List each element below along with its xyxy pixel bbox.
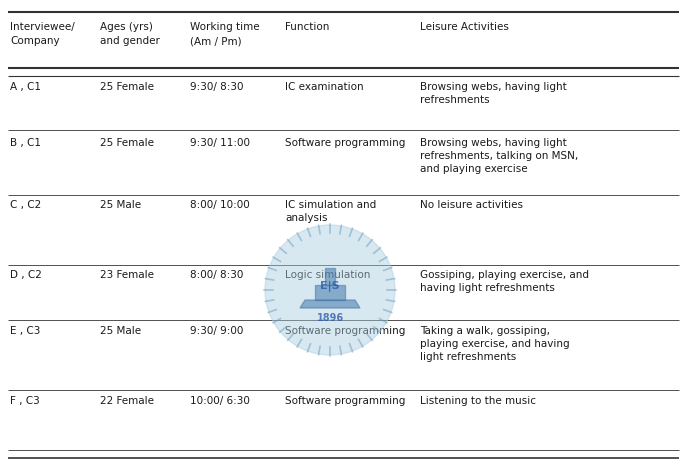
Text: and playing exercise: and playing exercise xyxy=(420,164,528,174)
Text: 8:00/ 10:00: 8:00/ 10:00 xyxy=(190,200,250,210)
Text: E|S: E|S xyxy=(320,281,340,293)
Text: Interviewee/: Interviewee/ xyxy=(10,22,75,32)
Text: refreshments: refreshments xyxy=(420,95,490,105)
Text: C , C2: C , C2 xyxy=(10,200,41,210)
Text: 25 Male: 25 Male xyxy=(100,200,141,210)
Text: Company: Company xyxy=(10,36,60,46)
Text: E , C3: E , C3 xyxy=(10,326,41,336)
Text: Working time: Working time xyxy=(190,22,260,32)
Text: Software programming: Software programming xyxy=(285,326,405,336)
Text: Software programming: Software programming xyxy=(285,396,405,406)
Text: light refreshments: light refreshments xyxy=(420,352,516,362)
Text: 25 Female: 25 Female xyxy=(100,138,154,148)
Text: Software programming: Software programming xyxy=(285,138,405,148)
Text: IC simulation and: IC simulation and xyxy=(285,200,376,210)
Polygon shape xyxy=(325,268,335,285)
Text: Leisure Activities: Leisure Activities xyxy=(420,22,509,32)
Text: Taking a walk, gossiping,: Taking a walk, gossiping, xyxy=(420,326,550,336)
Polygon shape xyxy=(300,300,360,308)
Text: and gender: and gender xyxy=(100,36,160,46)
Text: having light refreshments: having light refreshments xyxy=(420,283,555,293)
Text: playing exercise, and having: playing exercise, and having xyxy=(420,339,570,349)
Text: F , C3: F , C3 xyxy=(10,396,40,406)
Text: 9:30/ 9:00: 9:30/ 9:00 xyxy=(190,326,243,336)
Text: 10:00/ 6:30: 10:00/ 6:30 xyxy=(190,396,250,406)
Text: 23 Female: 23 Female xyxy=(100,270,154,280)
Text: Browsing webs, having light: Browsing webs, having light xyxy=(420,138,567,148)
Text: Gossiping, playing exercise, and: Gossiping, playing exercise, and xyxy=(420,270,589,280)
Polygon shape xyxy=(315,285,345,300)
Text: 9:30/ 8:30: 9:30/ 8:30 xyxy=(190,82,243,92)
Text: Logic simulation: Logic simulation xyxy=(285,270,370,280)
Text: (Am / Pm): (Am / Pm) xyxy=(190,36,242,46)
Text: refreshments, talking on MSN,: refreshments, talking on MSN, xyxy=(420,151,578,161)
Text: 1896: 1896 xyxy=(317,313,344,323)
Text: D , C2: D , C2 xyxy=(10,270,42,280)
Text: Function: Function xyxy=(285,22,329,32)
Text: 8:00/ 8:30: 8:00/ 8:30 xyxy=(190,270,243,280)
Text: IC examination: IC examination xyxy=(285,82,363,92)
Text: 22 Female: 22 Female xyxy=(100,396,154,406)
Text: analysis: analysis xyxy=(285,213,328,223)
Text: B , C1: B , C1 xyxy=(10,138,41,148)
Text: Browsing webs, having light: Browsing webs, having light xyxy=(420,82,567,92)
Text: A , C1: A , C1 xyxy=(10,82,41,92)
Text: 25 Male: 25 Male xyxy=(100,326,141,336)
Text: No leisure activities: No leisure activities xyxy=(420,200,523,210)
Text: Ages (yrs): Ages (yrs) xyxy=(100,22,153,32)
Circle shape xyxy=(265,225,395,355)
Text: 25 Female: 25 Female xyxy=(100,82,154,92)
Text: 9:30/ 11:00: 9:30/ 11:00 xyxy=(190,138,250,148)
Text: Listening to the music: Listening to the music xyxy=(420,396,536,406)
